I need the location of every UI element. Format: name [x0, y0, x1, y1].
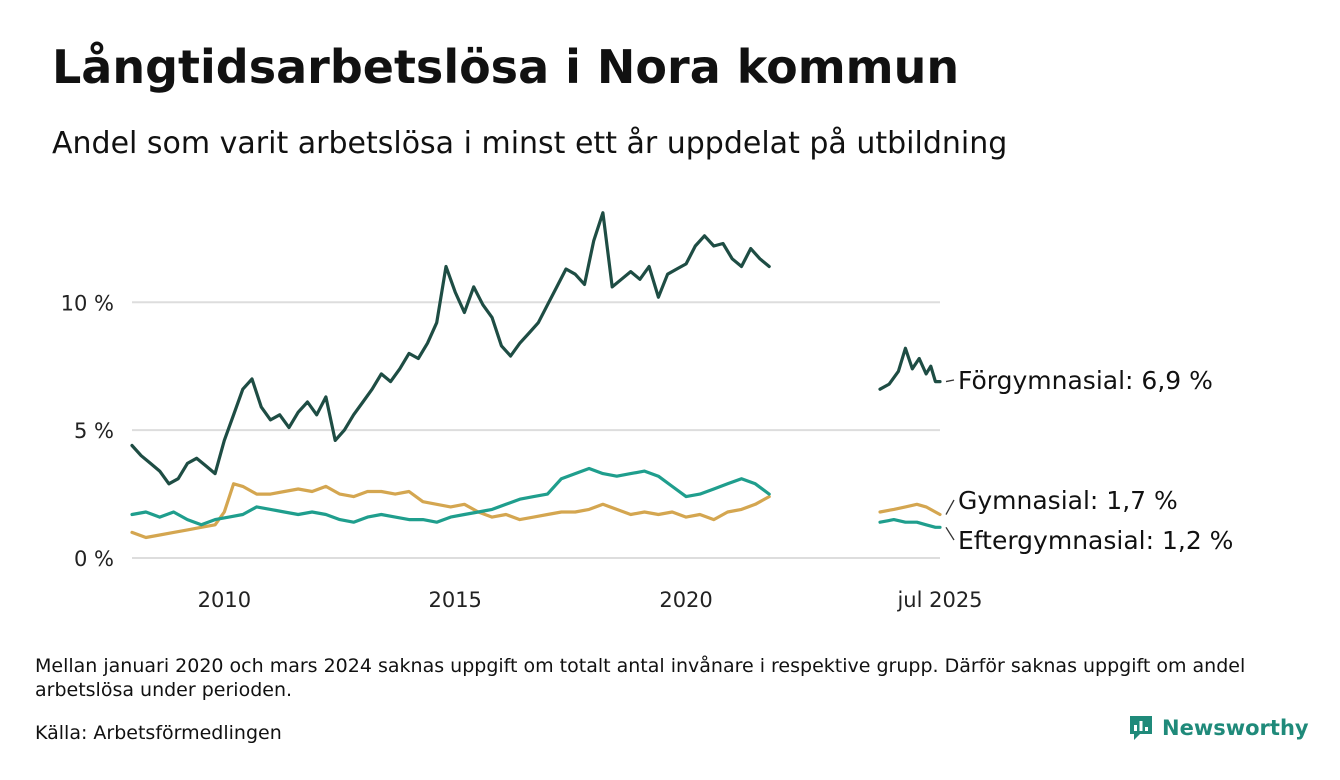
chart-subtitle: Andel som varit arbetslösa i minst ett å…	[52, 126, 1008, 161]
bar-chart-speech-bubble-icon	[1130, 716, 1152, 740]
series-end-label-gymnasial: Gymnasial: 1,7 %	[958, 486, 1178, 515]
series-end-label-eftergymnasial: Eftergymnasial: 1,2 %	[958, 526, 1233, 555]
series-line-gymnasial-segment-1	[878, 502, 942, 517]
brand-name: Newsworthy	[1162, 716, 1309, 740]
series-line-förgymnasial-segment-1	[878, 346, 942, 391]
chart-title: Långtidsarbetslösa i Nora kommun	[52, 40, 960, 94]
leader-line-gymnasial	[945, 499, 955, 515]
x-tick-label: 2010	[198, 588, 251, 612]
line-chart: 0 % 5 % 10 % 2010 2015 2020 jul 2025 Förgymnasi…	[61, 211, 1233, 612]
y-tick-label: 0 %	[74, 547, 114, 571]
y-tick-label: 10 %	[61, 291, 114, 315]
x-tick-label: 2015	[428, 588, 481, 612]
x-tick-label: jul 2025	[896, 588, 982, 612]
brand-logo[interactable]: Newsworthy	[1128, 714, 1309, 742]
x-tick-label: 2020	[659, 588, 712, 612]
source-text: Källa: Arbetsförmedlingen	[35, 722, 282, 744]
series-end-label-förgymnasial: Förgymnasial: 6,9 %	[958, 366, 1213, 395]
series-line-gymnasial-segment-0	[130, 482, 771, 540]
footnote: Mellan januari 2020 och mars 2024 saknas…	[35, 655, 1246, 701]
leader-line-förgymnasial	[945, 379, 955, 383]
series-line-förgymnasial-segment-0	[130, 211, 771, 486]
leader-line-eftergymnasial	[945, 526, 955, 541]
y-tick-label: 5 %	[74, 419, 114, 443]
series-line-eftergymnasial-segment-0	[130, 466, 771, 527]
series-line-eftergymnasial-segment-1	[878, 518, 942, 529]
